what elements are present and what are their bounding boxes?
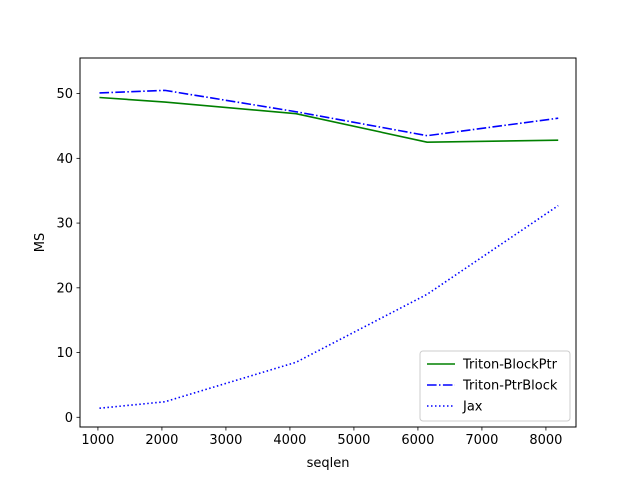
legend-box xyxy=(419,350,571,422)
y-tick-label: 20 xyxy=(56,281,73,296)
x-axis-label: seqlen xyxy=(307,456,350,471)
plot-frame xyxy=(79,57,577,428)
legend-label: Triton-PtrBlock xyxy=(462,379,558,394)
y-tick-label: 40 xyxy=(56,152,73,167)
y-tick-label: 10 xyxy=(56,346,73,361)
x-tick-label: 2000 xyxy=(145,433,178,448)
series-group xyxy=(99,89,559,410)
x-tick-label: 4000 xyxy=(273,433,306,448)
y-axis-ticks: 0 10 20 30 40 50 xyxy=(56,87,80,426)
y-axis-label: MS xyxy=(33,233,48,252)
x-tick-label: 1000 xyxy=(81,433,114,448)
series-line-triton-blockptr xyxy=(99,96,559,143)
x-tick-label: 7000 xyxy=(465,433,498,448)
x-tick-label: 3000 xyxy=(209,433,242,448)
y-tick-label: 0 xyxy=(65,411,73,426)
y-tick-label: 50 xyxy=(56,87,73,102)
legend: Triton-BlockPtr Triton-PtrBlock Jax xyxy=(419,350,571,422)
legend-label: Jax xyxy=(462,400,483,415)
legend-label: Triton-BlockPtr xyxy=(462,358,558,373)
x-tick-label: 5000 xyxy=(337,433,370,448)
x-tick-label: 6000 xyxy=(401,433,434,448)
x-tick-label: 8000 xyxy=(529,433,562,448)
y-tick-label: 30 xyxy=(56,217,73,232)
series-line-triton-ptrblock xyxy=(99,89,559,137)
x-axis-ticks: 1000 2000 3000 4000 5000 6000 7000 8000 xyxy=(81,427,562,448)
